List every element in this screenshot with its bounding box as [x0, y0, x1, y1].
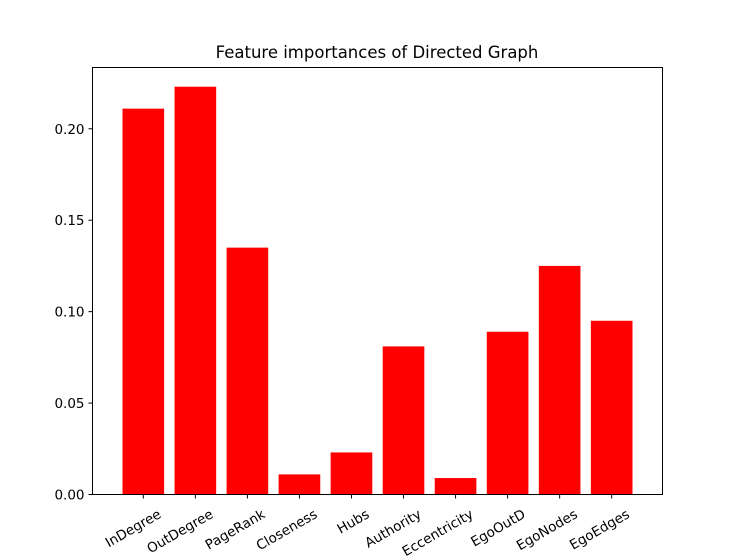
bar-egoedges [590, 320, 633, 495]
bar-pagerank [226, 247, 269, 495]
y-tick-label: 0.00 [54, 488, 84, 504]
y-tick-label: 0.10 [54, 305, 84, 321]
plot-frame [92, 67, 663, 495]
y-axis: 0.00 0.05 0.10 0.15 0.20 [54, 122, 93, 504]
x-tick-label: EgoEdges [567, 506, 632, 553]
y-tick-label: 0.05 [54, 396, 84, 412]
x-tick-label: Hubs [335, 506, 373, 537]
bars-group [122, 86, 633, 495]
bar-egonodes [538, 265, 581, 495]
bar-outdegree [174, 86, 217, 495]
bar-authority [382, 346, 425, 495]
bar-closeness [278, 474, 321, 495]
bar-eccentricity [434, 478, 477, 495]
bar-egooutd [486, 331, 529, 495]
y-tick-label: 0.20 [54, 122, 84, 138]
y-tick-label: 0.15 [54, 213, 84, 229]
bar-hubs [330, 452, 373, 495]
chart-title: Feature importances of Directed Graph [216, 43, 539, 62]
bar-indegree [122, 108, 165, 495]
